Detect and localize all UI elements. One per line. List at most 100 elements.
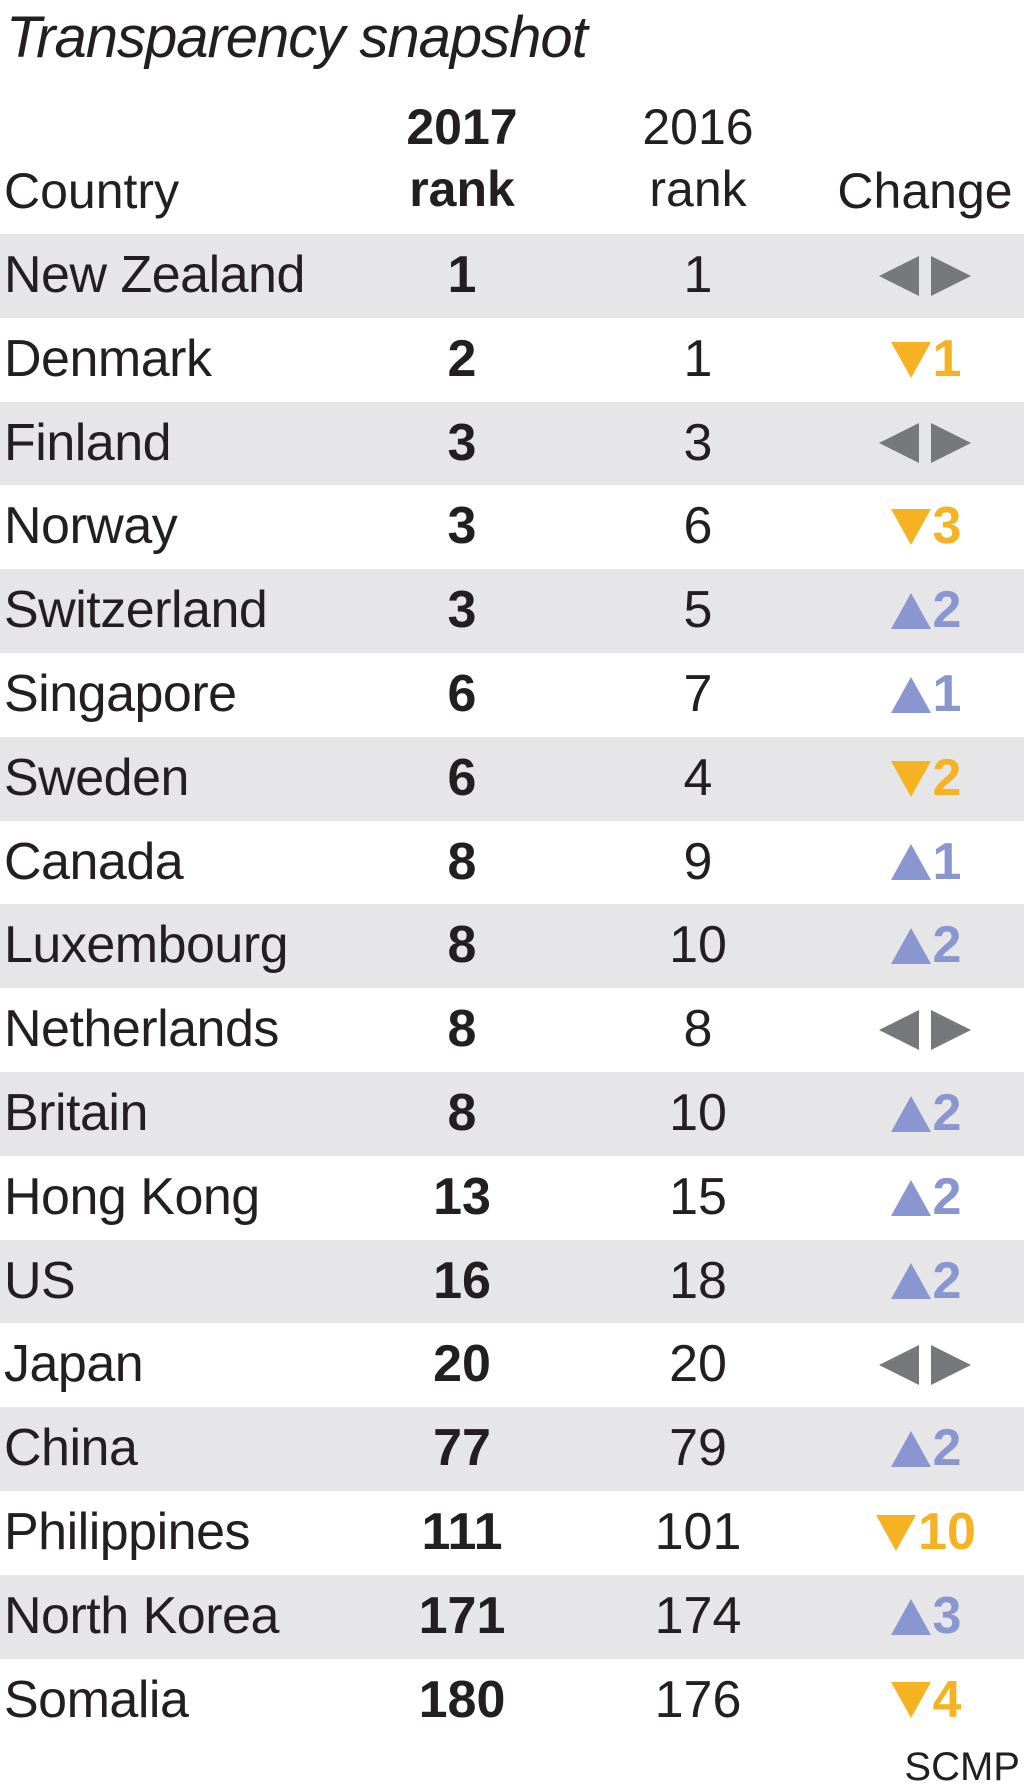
rank-2017-cell: 77 bbox=[433, 1419, 491, 1478]
country-cell: US bbox=[4, 1251, 76, 1310]
country-cell: Somalia bbox=[4, 1670, 189, 1729]
country-cell: Netherlands bbox=[4, 1000, 279, 1059]
rank-2017-cell: 3 bbox=[447, 497, 477, 556]
up-triangle-icon bbox=[890, 1598, 931, 1635]
rank-2016-cell: 79 bbox=[669, 1419, 727, 1478]
rank-2017-cell: 3 bbox=[447, 581, 477, 640]
rank-2017-cell: 171 bbox=[418, 1586, 506, 1645]
left-triangle-icon bbox=[879, 423, 919, 464]
right-triangle-icon bbox=[931, 1345, 971, 1386]
left-triangle-icon bbox=[879, 255, 919, 296]
rank-2016-cell: 1 bbox=[683, 329, 713, 388]
table-row: Denmark 2 1 1 bbox=[0, 318, 1024, 402]
country-cell: China bbox=[4, 1419, 138, 1478]
country-cell: Norway bbox=[4, 497, 178, 556]
rank-2017-cell: 8 bbox=[447, 832, 477, 891]
rank-2016-cell: 5 bbox=[683, 581, 713, 640]
change-value: 4 bbox=[932, 1670, 962, 1729]
up-triangle-icon bbox=[890, 1263, 931, 1300]
rank-2016-cell: 8 bbox=[683, 1000, 713, 1059]
country-cell: Sweden bbox=[4, 748, 189, 807]
rank-2017-cell: 20 bbox=[433, 1335, 491, 1394]
country-cell: Luxembourg bbox=[4, 916, 289, 975]
left-triangle-icon bbox=[879, 1010, 919, 1051]
header-country: Country bbox=[4, 163, 180, 219]
change-value: 2 bbox=[932, 1251, 962, 1310]
rank-2016-cell: 6 bbox=[683, 497, 713, 556]
down-triangle-icon bbox=[890, 760, 931, 797]
change-cell: 2 bbox=[820, 737, 1024, 821]
change-cell bbox=[820, 1323, 1024, 1407]
down-triangle-icon bbox=[876, 1514, 917, 1551]
change-cell: 2 bbox=[820, 904, 1024, 988]
rank-2017-cell: 2 bbox=[447, 329, 477, 388]
change-cell: 1 bbox=[820, 653, 1024, 737]
change-cell: 3 bbox=[820, 485, 1024, 569]
table-row: Philippines 111 101 10 bbox=[0, 1491, 1024, 1575]
down-triangle-icon bbox=[890, 341, 931, 378]
country-cell: Britain bbox=[4, 1083, 148, 1142]
table-row: Britain 8 10 2 bbox=[0, 1071, 1024, 1156]
rank-2016-cell: 7 bbox=[683, 664, 713, 723]
up-triangle-icon bbox=[890, 1431, 931, 1468]
country-cell: Hong Kong bbox=[4, 1167, 260, 1226]
rank-2017-cell: 6 bbox=[447, 664, 477, 723]
rank-2017-cell: 111 bbox=[421, 1502, 503, 1561]
rank-2017-cell: 8 bbox=[447, 1083, 477, 1142]
table-row: Finland 3 3 bbox=[0, 401, 1024, 486]
rank-2017-cell: 16 bbox=[433, 1251, 491, 1310]
table-row: US 16 18 2 bbox=[0, 1239, 1024, 1324]
country-cell: Philippines bbox=[4, 1502, 251, 1561]
ranking-table: New Zealand 1 1 Denmark 2 1 1 Finland 3 3 Norway 3 6… bbox=[0, 234, 1024, 1742]
no-change-icon bbox=[879, 255, 971, 296]
down-triangle-icon bbox=[890, 509, 931, 546]
change-value: 3 bbox=[932, 1586, 962, 1645]
up-triangle-icon bbox=[890, 676, 931, 713]
change-cell: 1 bbox=[820, 821, 1024, 905]
country-cell: Japan bbox=[4, 1335, 144, 1394]
change-cell: 10 bbox=[820, 1491, 1024, 1575]
change-cell bbox=[820, 402, 1024, 486]
change-cell bbox=[820, 988, 1024, 1072]
header-2016-rank: 2016 rank bbox=[598, 96, 798, 220]
rank-2016-cell: 15 bbox=[669, 1167, 727, 1226]
rank-2016-cell: 9 bbox=[683, 832, 713, 891]
country-cell: Singapore bbox=[4, 664, 237, 723]
rank-2016-cell: 176 bbox=[654, 1670, 742, 1729]
up-triangle-icon bbox=[890, 1179, 931, 1216]
change-cell: 4 bbox=[820, 1659, 1024, 1743]
change-cell: 2 bbox=[820, 569, 1024, 653]
table-row: Netherlands 8 8 bbox=[0, 988, 1024, 1072]
rank-2016-cell: 18 bbox=[669, 1251, 727, 1310]
table-row: Norway 3 6 3 bbox=[0, 485, 1024, 569]
rank-2017-cell: 180 bbox=[418, 1670, 506, 1729]
rank-2016-cell: 20 bbox=[669, 1335, 727, 1394]
header-2017-rank: 2017 rank bbox=[362, 96, 562, 220]
country-cell: Canada bbox=[4, 832, 184, 891]
rank-2016-cell: 1 bbox=[683, 246, 713, 304]
change-value: 1 bbox=[932, 664, 962, 723]
up-triangle-icon bbox=[890, 928, 931, 965]
rank-2017-cell: 1 bbox=[447, 246, 477, 304]
change-cell: 2 bbox=[820, 1156, 1024, 1240]
down-triangle-icon bbox=[890, 1682, 931, 1719]
right-triangle-icon bbox=[931, 423, 971, 464]
table-row: China 77 79 2 bbox=[0, 1407, 1024, 1491]
no-change-icon bbox=[879, 1345, 971, 1386]
table-header: Country 2017 rank 2016 rank Change bbox=[0, 96, 1024, 226]
up-triangle-icon bbox=[890, 593, 931, 630]
rank-2016-cell: 3 bbox=[683, 413, 713, 472]
table-row: North Korea 171 174 3 bbox=[0, 1574, 1024, 1659]
change-value: 10 bbox=[918, 1502, 976, 1561]
table-row: Luxembourg 8 10 2 bbox=[0, 904, 1024, 989]
country-cell: Switzerland bbox=[4, 581, 268, 640]
change-value: 2 bbox=[932, 581, 962, 640]
change-value: 2 bbox=[932, 748, 962, 807]
table-row: Canada 8 9 1 bbox=[0, 821, 1024, 905]
rank-2017-cell: 6 bbox=[447, 748, 477, 807]
change-cell bbox=[820, 234, 1024, 318]
change-value: 2 bbox=[932, 916, 962, 975]
header-2016-rank-line1: 2016 bbox=[642, 99, 754, 155]
change-value: 2 bbox=[932, 1083, 962, 1142]
rank-2016-cell: 4 bbox=[683, 748, 713, 807]
